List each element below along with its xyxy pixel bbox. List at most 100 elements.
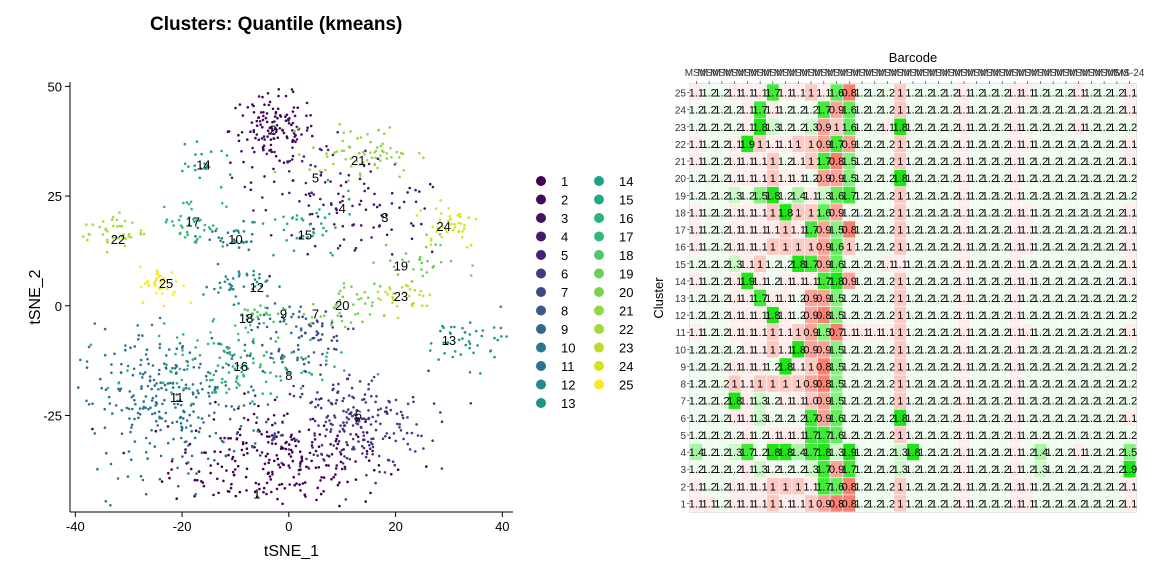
scatter-point-2 [292,139,295,143]
scatter-point-9 [295,325,298,328]
heatmap-row-label: 4 [680,448,686,459]
scatter-point-23 [413,288,417,292]
scatter-point-1 [266,418,270,421]
scatter-point-8 [307,361,311,364]
scatter-point-11 [180,436,183,440]
scatter-point-7 [320,324,324,328]
scatter-point-17 [211,224,215,227]
scatter-point-1 [339,453,343,456]
scatter-point-6 [335,398,339,402]
scatter-point-2 [284,119,288,122]
scatter-point-17 [221,202,224,205]
scatter-point-20 [343,325,347,329]
scatter-point-8 [324,363,328,366]
scatter-point-7 [297,336,301,339]
scatter-point-3 [398,206,401,209]
scatter-point-6 [410,431,414,435]
scatter-point-1 [255,421,258,425]
scatter-point-21 [388,126,392,129]
scatter-point-1 [313,438,317,441]
scatter-point-1 [271,423,274,427]
scatter-point-20 [350,285,353,289]
heatmap-cell-value: 1.2 [1122,430,1137,442]
scatter-point-2 [240,150,243,153]
scatter-point-1 [268,475,272,478]
scatter-point-15 [348,212,351,216]
scatter-point-6 [440,467,444,470]
scatter-point-6 [317,424,320,427]
heatmap-cell-value: 1.1 [752,207,767,219]
scatter-point-22 [116,225,119,228]
scatter-point-6 [351,414,354,418]
scatter-point-5 [281,192,284,196]
heatmap-cell-value: 1 [897,207,903,219]
scatter-point-19 [469,274,473,277]
scatter-point-6 [374,420,378,423]
scatter-point-23 [386,293,390,296]
scatter-point-19 [410,280,414,283]
scatter-point-6 [377,408,380,412]
scatter-point-1 [317,445,321,449]
scatter-point-6 [348,373,351,377]
scatter-point-11 [198,427,202,430]
scatter-point-11 [147,362,150,366]
scatter-point-11 [239,425,243,428]
heatmap-cell-value: 1 [795,242,801,254]
scatter-point-11 [127,450,131,453]
scatter-point-1 [271,473,274,476]
legend-label-11: 11 [561,359,575,374]
scatter-point-11 [158,346,161,350]
scatter-point-11 [125,406,129,410]
scatter-point-11 [147,407,150,411]
scatter-point-2 [272,167,275,171]
scatter-point-1 [290,433,293,437]
scatter-point-11 [155,382,158,385]
scatter-point-12 [237,270,241,274]
scatter-point-11 [227,363,230,367]
scatter-point-11 [144,492,148,496]
scatter-point-11 [144,353,148,356]
scatter-point-16 [300,356,303,359]
heatmap-row-label: 21 [675,157,687,168]
scatter-point-11 [252,389,255,392]
heatmap-row-label: 6 [680,414,686,425]
scatter-point-3 [359,224,363,227]
legend-label-18: 18 [619,248,633,263]
scatter-point-1 [189,467,193,471]
scatter-point-4 [347,173,351,177]
scatter-point-23 [406,284,410,288]
scatter-point-1 [214,400,217,404]
legend-label-13: 13 [561,396,575,411]
scatter-point-10 [240,240,243,243]
heatmap-cell-value: 1 [897,139,903,151]
heatmap-cell-value: 1.1 [765,225,780,237]
scatter-point-2 [276,116,279,120]
scatter-point-24 [429,239,433,242]
scatter-point-20 [340,319,344,323]
heatmap-cell-value: 1 [846,242,852,254]
scatter-point-13 [443,352,446,355]
legend-label-6: 6 [561,267,568,282]
scatter-point-6 [347,417,351,421]
scatter-point-17 [203,228,206,232]
scatter-point-21 [347,179,350,182]
scatter-point-20 [330,323,333,327]
scatter-point-6 [398,426,401,429]
scatter-point-11 [154,404,157,407]
scatter-point-24 [434,207,438,210]
scatter-point-24 [450,222,453,226]
heatmap-cell-value: 1.1 [1122,242,1137,254]
scatter-point-7 [330,339,334,342]
scatter-point-21 [363,153,366,156]
scatter-point-10 [247,248,251,251]
scatter-point-17 [215,227,218,231]
scatter-point-6 [316,391,319,394]
scatter-point-1 [335,464,339,467]
scatter-point-6 [379,422,382,426]
scatter-point-11 [143,371,147,374]
scatter-point-6 [318,398,321,401]
scatter-point-4 [322,203,325,207]
scatter-point-13 [461,326,464,330]
scatter-point-1 [241,442,245,446]
scatter-point-2 [291,154,295,158]
